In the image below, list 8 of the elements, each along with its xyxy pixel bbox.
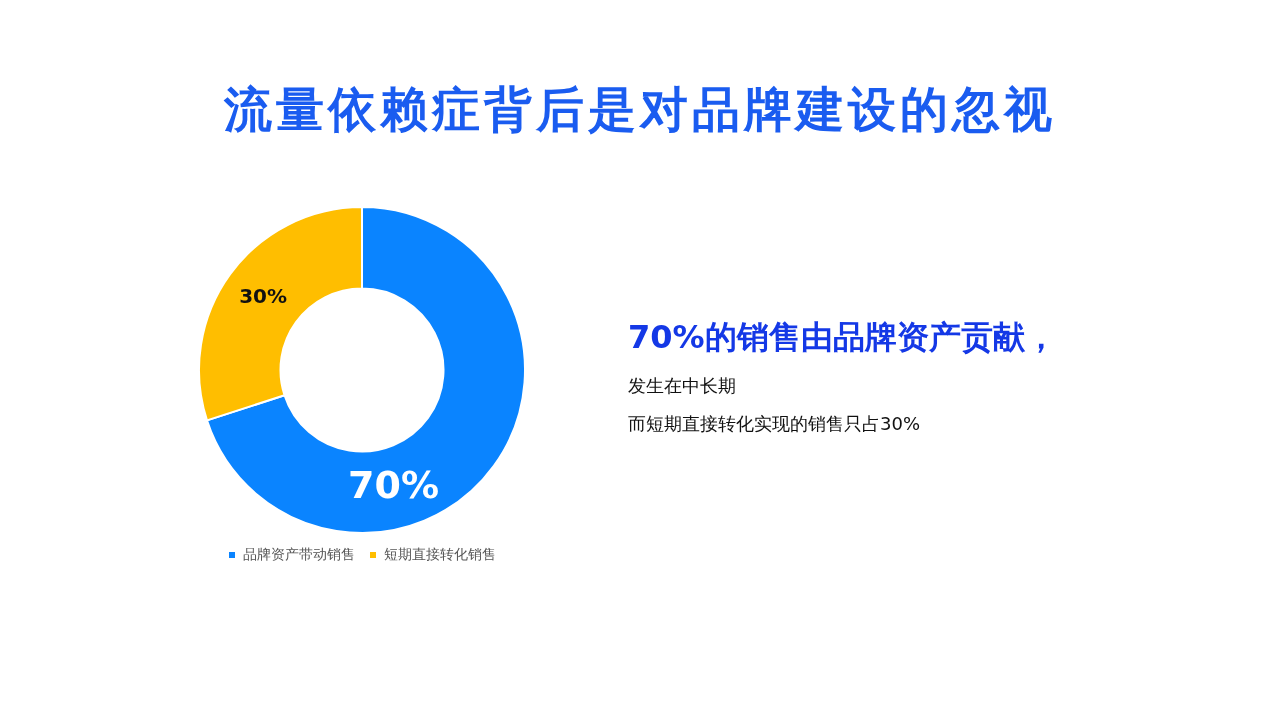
text: 发生在中长期 <box>628 374 737 398</box>
legend-label: 短期直接转化销售 <box>384 545 496 562</box>
text: 而短期直接转化实现的销售只占30% <box>628 412 921 436</box>
data-label: 30% <box>239 284 288 309</box>
legend-label: 品牌资产带动销售 <box>243 545 355 562</box>
text: 流量依赖症背后是对品牌建设的忽视 <box>223 80 1057 139</box>
data-label: 70% <box>348 462 439 507</box>
text: 70%的销售由品牌资产贡献， <box>628 317 1058 358</box>
